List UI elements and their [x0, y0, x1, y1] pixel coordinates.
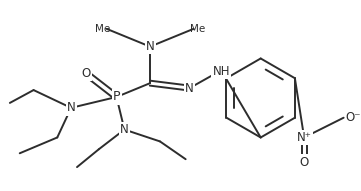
- Text: N: N: [67, 101, 75, 114]
- Text: O: O: [300, 156, 309, 169]
- Text: NH: NH: [212, 65, 230, 78]
- Text: N: N: [146, 40, 155, 53]
- Text: N: N: [120, 123, 129, 136]
- Text: N: N: [185, 82, 194, 95]
- Text: P: P: [113, 91, 120, 104]
- Text: Me: Me: [95, 24, 110, 34]
- Text: O: O: [81, 67, 91, 80]
- Text: N⁺: N⁺: [297, 131, 312, 144]
- Text: O⁻: O⁻: [346, 111, 361, 124]
- Text: Me: Me: [190, 24, 205, 34]
